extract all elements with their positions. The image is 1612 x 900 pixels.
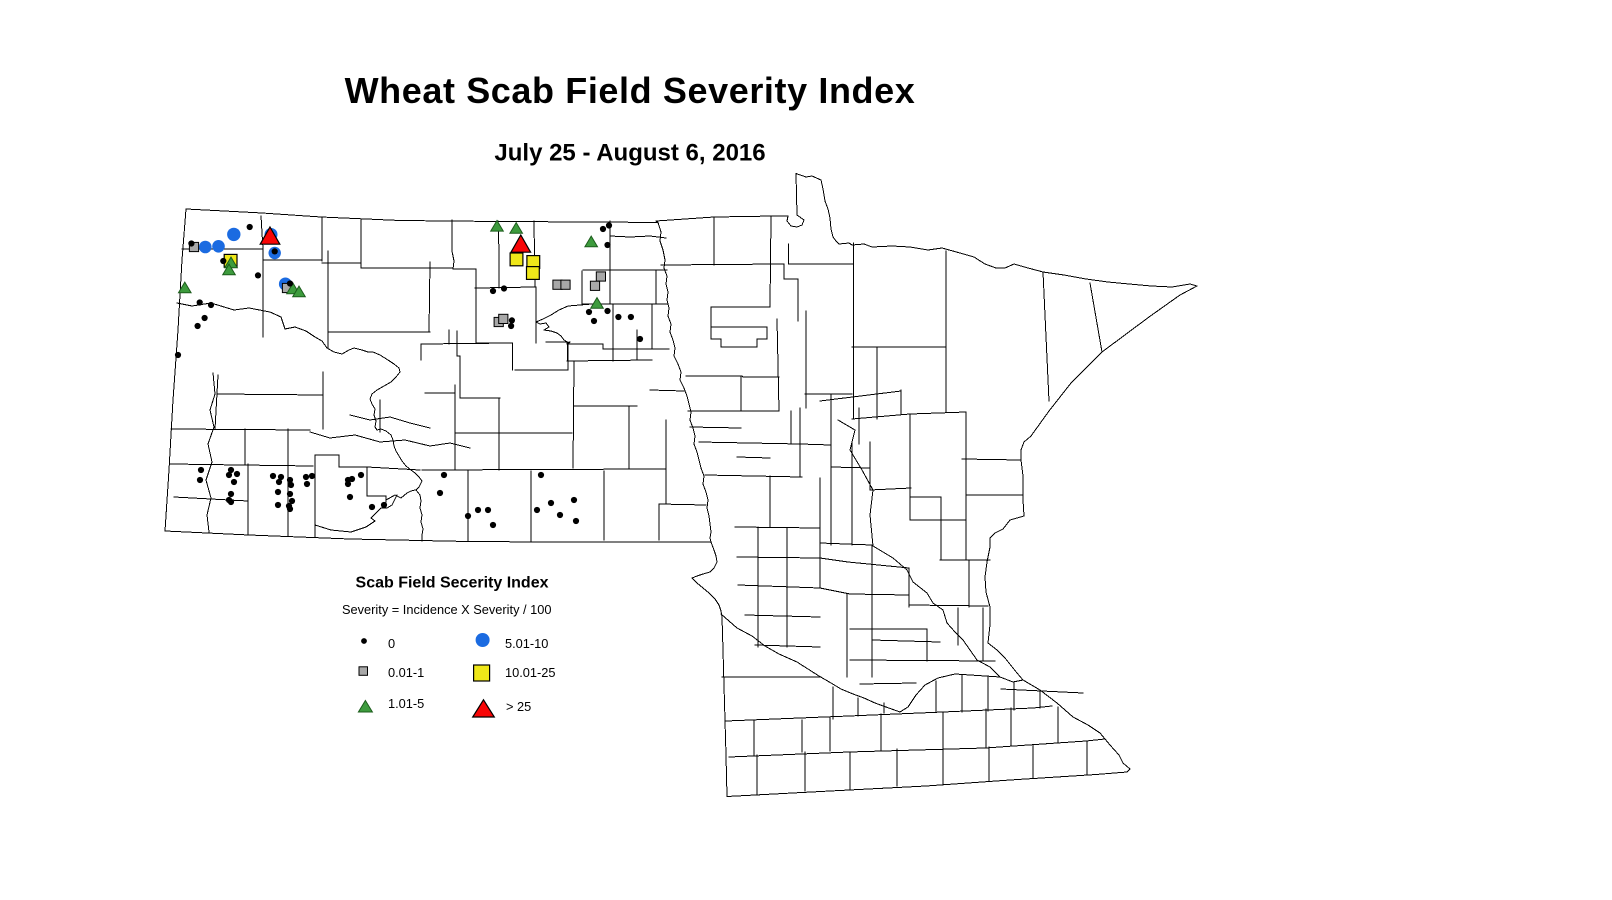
svg-text:Wheat Scab Field Severity Inde: Wheat Scab Field Severity Index	[345, 70, 916, 111]
svg-text:July 25 - August 6, 2016: July 25 - August 6, 2016	[494, 140, 765, 167]
svg-text:10.01-25: 10.01-25	[505, 665, 556, 680]
svg-text:1.01-5: 1.01-5	[388, 696, 424, 711]
svg-text:Scab Field Secerity Index: Scab Field Secerity Index	[356, 575, 549, 592]
svg-text:5.01-10: 5.01-10	[505, 636, 548, 651]
svg-text:0: 0	[388, 636, 395, 651]
svg-text:Severity = Incidence X Severit: Severity = Incidence X Severity / 100	[342, 602, 551, 617]
svg-text:> 25: > 25	[506, 699, 531, 714]
svg-text:0.01-1: 0.01-1	[388, 665, 424, 680]
